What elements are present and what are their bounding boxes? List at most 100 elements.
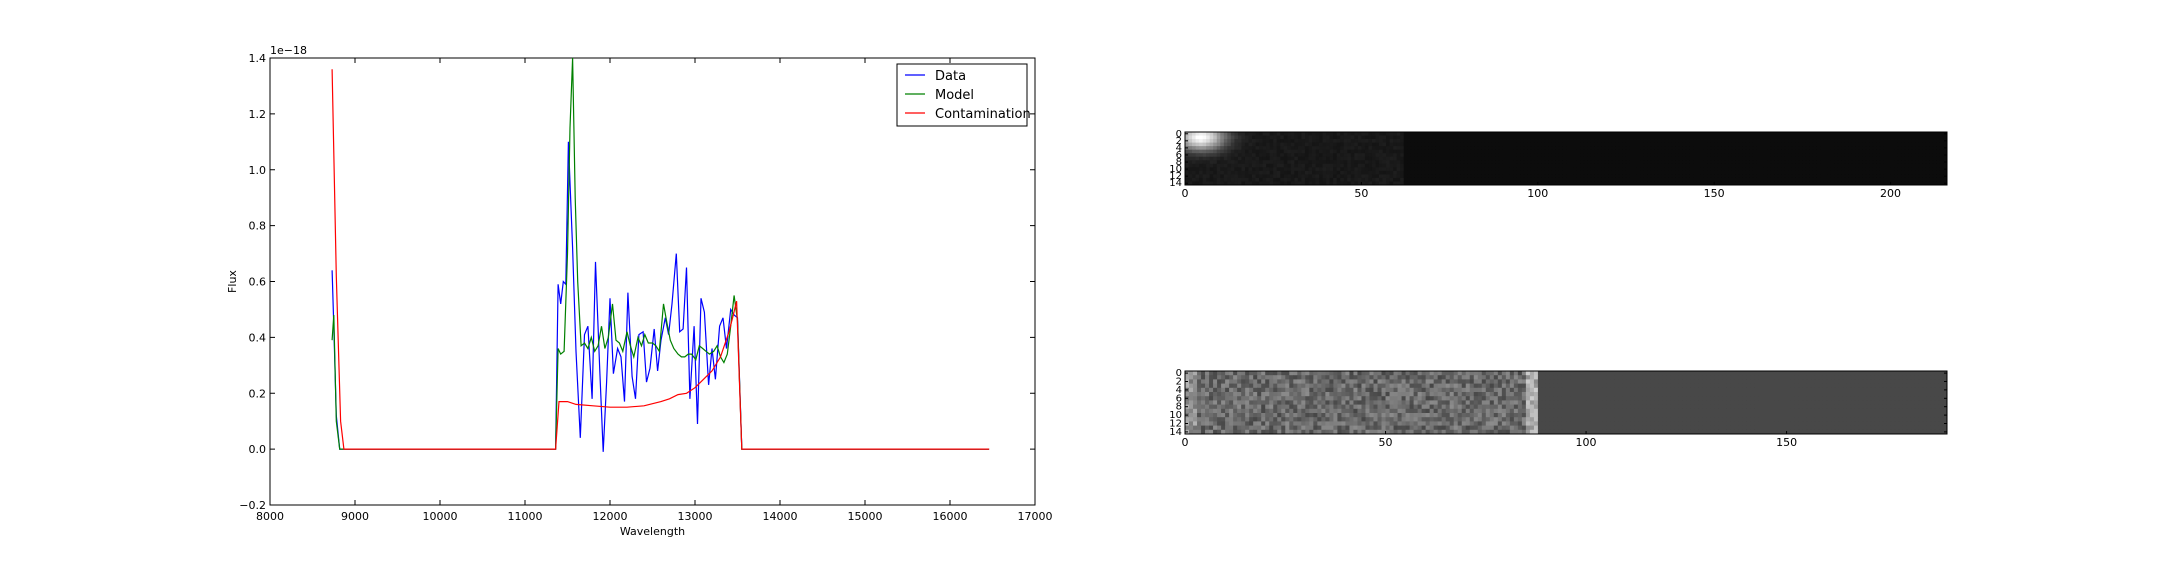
heatmap-cell bbox=[1368, 174, 1373, 179]
heatmap-cell bbox=[1403, 163, 1408, 168]
heatmap-cell bbox=[1760, 163, 1764, 168]
heatmap-cell bbox=[1470, 153, 1475, 158]
heatmap-cell bbox=[1664, 132, 1669, 136]
heatmap-cell bbox=[1668, 177, 1673, 182]
heatmap-cell bbox=[1253, 371, 1258, 376]
heatmap-cell bbox=[1195, 174, 1200, 179]
heatmap-cell bbox=[1566, 160, 1570, 165]
heatmap-cell bbox=[1290, 139, 1295, 143]
heatmap-cell bbox=[1201, 375, 1206, 380]
heatmap-cell bbox=[1273, 375, 1278, 380]
heatmap-cell bbox=[1343, 174, 1348, 179]
heatmap-cell bbox=[1312, 149, 1316, 154]
heatmap-cell bbox=[1767, 142, 1772, 147]
heatmap-cell bbox=[1266, 149, 1271, 154]
heatmap-cell bbox=[1876, 149, 1881, 154]
heatmap-cell bbox=[1467, 170, 1472, 175]
heatmap-cell bbox=[1678, 181, 1683, 186]
heatmap-cell bbox=[1647, 139, 1652, 143]
heatmap-cell bbox=[1361, 132, 1366, 136]
heatmap-cell bbox=[1898, 400, 1904, 405]
heatmap-cell bbox=[1465, 383, 1471, 389]
heatmap-cell bbox=[1897, 149, 1902, 154]
heatmap-cell bbox=[1382, 149, 1387, 154]
heatmap-cell bbox=[1534, 146, 1539, 151]
heatmap-cell bbox=[1333, 392, 1338, 397]
heatmap-cell bbox=[1297, 177, 1302, 182]
heatmap-cell bbox=[1506, 160, 1510, 165]
heatmap-cell bbox=[1365, 383, 1370, 389]
heatmap-cell bbox=[1445, 392, 1451, 397]
heatmap-cell bbox=[1429, 375, 1435, 380]
heatmap-cell bbox=[1794, 371, 1800, 376]
heatmap-cell bbox=[1333, 135, 1338, 140]
heatmap-cell bbox=[1569, 174, 1574, 179]
heatmap-cell bbox=[1201, 392, 1206, 397]
heatmap-cell bbox=[1936, 177, 1941, 182]
heatmap-cell bbox=[1770, 387, 1775, 393]
heatmap-cell bbox=[1537, 396, 1543, 401]
heatmap-cell bbox=[1590, 379, 1595, 384]
heatmap-cell bbox=[1570, 396, 1575, 401]
heatmap-cell bbox=[1754, 387, 1759, 393]
heatmap-cell bbox=[1929, 174, 1934, 179]
heatmap-cell bbox=[1806, 396, 1812, 401]
heatmap-cell bbox=[1570, 371, 1575, 376]
heatmap-cell bbox=[1249, 400, 1254, 405]
spectrum-ticks: 8000 9000 10000 11000 12000 13000 14000 15000 16… bbox=[239, 52, 1052, 523]
heatmap-cell bbox=[1710, 375, 1715, 380]
heatmap-cell bbox=[1604, 174, 1609, 179]
heatmap-cell bbox=[1583, 153, 1588, 158]
heatmap-cell bbox=[1883, 149, 1888, 154]
heatmap-cell bbox=[1195, 139, 1200, 143]
heatmap-cell bbox=[1403, 167, 1408, 172]
heatmap-cell bbox=[1527, 139, 1532, 143]
heatmap-cell bbox=[1465, 371, 1471, 376]
heatmap-cell bbox=[1553, 379, 1559, 384]
heatmap-cell bbox=[1634, 383, 1639, 389]
heatmap-cell bbox=[1922, 135, 1927, 140]
heatmap-cell bbox=[1812, 181, 1817, 186]
heatmap-cell bbox=[1431, 153, 1436, 158]
heatmap-cell bbox=[1777, 163, 1782, 168]
heatmap-cell bbox=[1618, 181, 1623, 186]
heatmap-cell bbox=[1513, 167, 1518, 172]
heatmap-cell bbox=[1386, 153, 1391, 158]
heatmap-cell bbox=[1261, 387, 1266, 393]
heatmap-cell bbox=[1622, 139, 1627, 143]
heatmap-cell bbox=[1610, 404, 1615, 410]
heatmap-cell bbox=[1308, 149, 1313, 154]
heatmap-cell bbox=[1872, 163, 1877, 168]
heatmap-cell bbox=[1262, 139, 1267, 143]
heatmap-cell bbox=[1229, 400, 1234, 405]
heatmap-cell bbox=[1301, 160, 1306, 165]
heatmap-cell bbox=[1777, 160, 1782, 165]
heatmap-cell bbox=[1216, 181, 1221, 186]
heatmap-cell bbox=[1784, 146, 1789, 151]
heatmap-cell bbox=[1361, 146, 1366, 151]
heatmap-cell bbox=[1661, 167, 1666, 172]
heatmap-cell bbox=[1234, 146, 1239, 151]
heatmap-cell bbox=[1449, 132, 1454, 136]
heatmap-cell bbox=[1449, 167, 1454, 172]
heatmap-cell bbox=[1671, 153, 1676, 158]
heatmap-cell bbox=[1611, 132, 1616, 136]
heatmap-cell bbox=[1696, 174, 1701, 179]
heatmap-cell bbox=[1932, 156, 1937, 161]
heatmap-cell bbox=[1700, 142, 1704, 147]
heatmap-cell bbox=[1424, 132, 1429, 136]
heatmap-cell bbox=[1911, 146, 1916, 151]
heatmap-cell bbox=[1326, 174, 1331, 179]
heatmap-cell bbox=[1858, 181, 1863, 186]
heatmap-cell bbox=[1734, 387, 1739, 393]
heatmap-cell bbox=[1802, 177, 1807, 182]
x-tick-label: 9000 bbox=[341, 510, 369, 523]
heatmap-cell bbox=[1461, 396, 1467, 401]
heatmap-cell bbox=[1678, 163, 1683, 168]
heatmap-cell bbox=[1407, 146, 1412, 151]
heatmap-cell bbox=[1866, 383, 1872, 389]
heatmap-cell bbox=[1786, 396, 1791, 401]
heatmap-cell bbox=[1622, 387, 1627, 393]
heatmap-cell bbox=[1315, 139, 1320, 143]
heatmap-cell bbox=[1237, 396, 1242, 401]
